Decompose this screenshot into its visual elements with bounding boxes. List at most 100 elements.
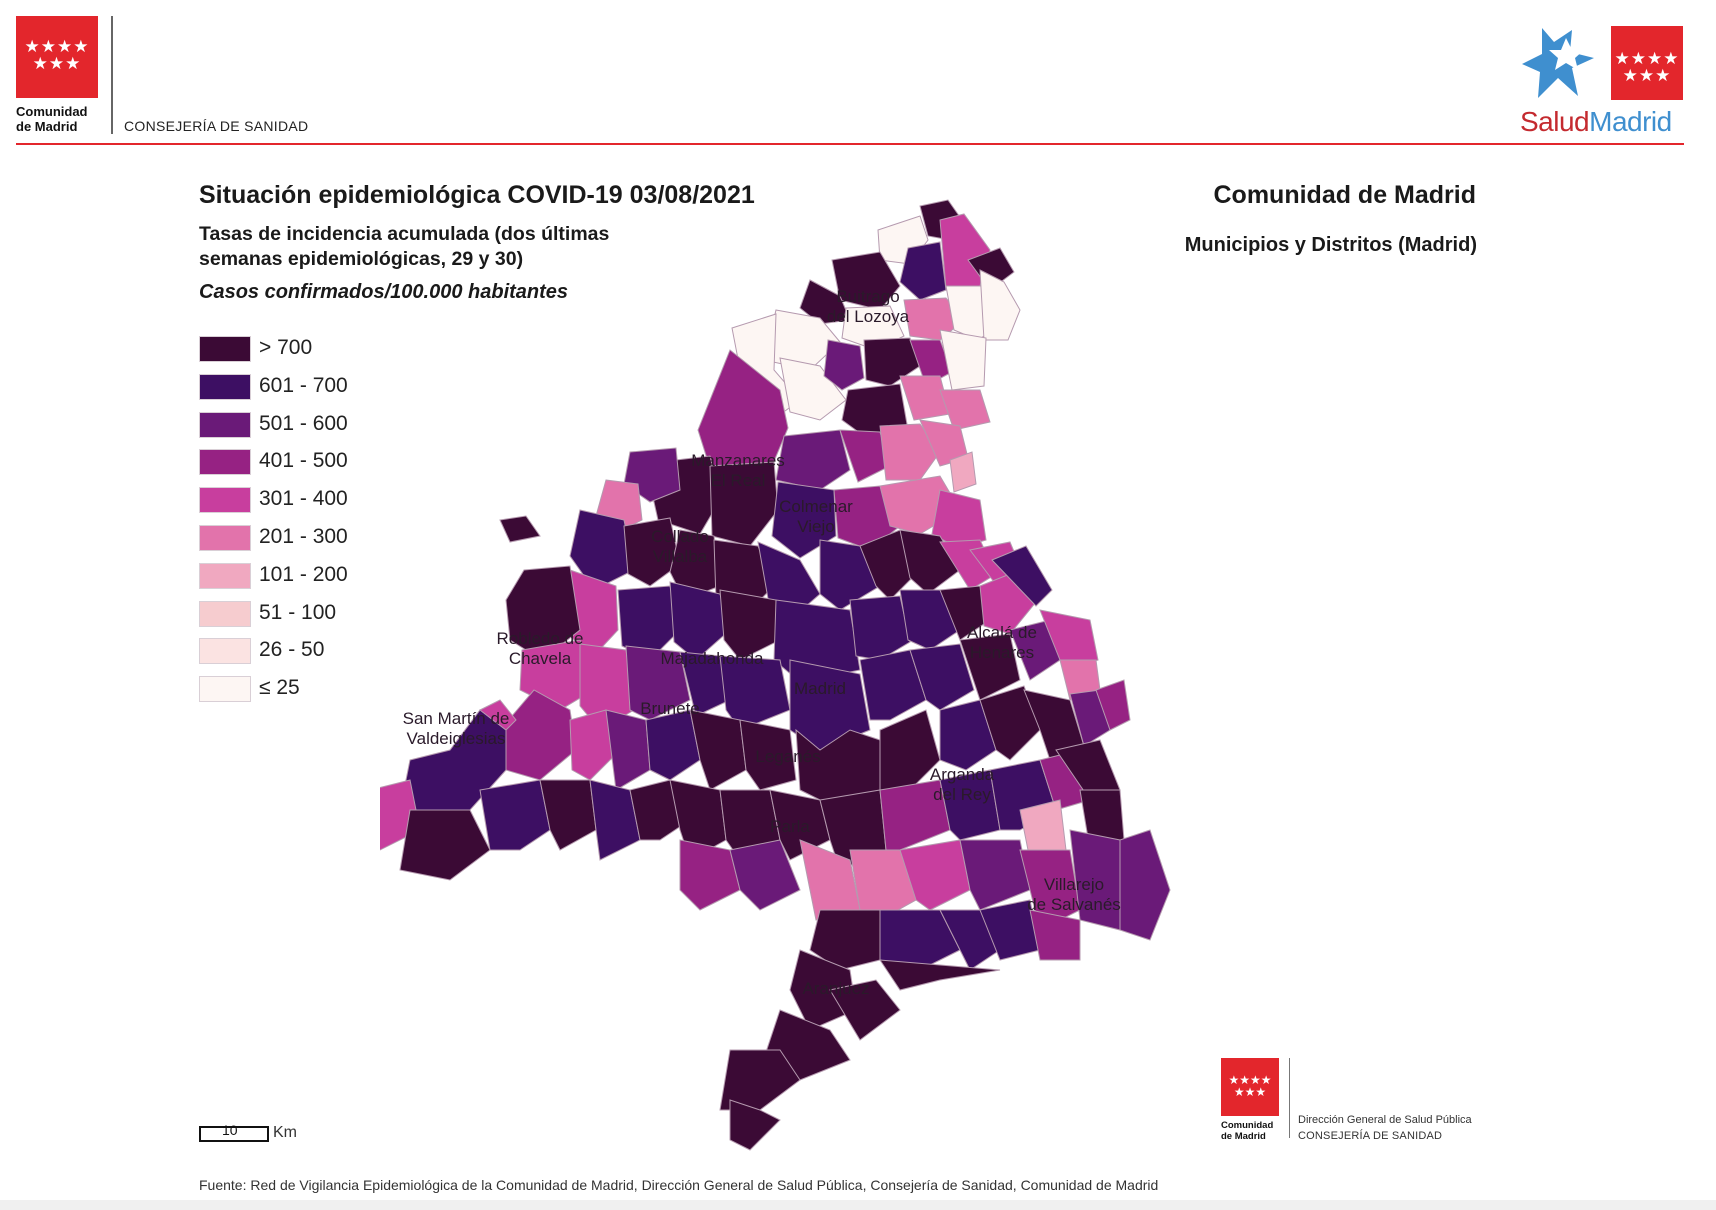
legend-label: 201 - 300: [259, 525, 348, 548]
subtitle-line2: semanas epidemiológicas, 29 y 30): [199, 248, 524, 270]
municipality-region: [949, 451, 977, 493]
municipality-region: [771, 481, 837, 559]
flag-stars: ★★★★ ★★★: [1614, 49, 1680, 85]
municipality-region: [569, 709, 621, 781]
legend-swatch: [199, 600, 251, 627]
municipality-region: [479, 699, 517, 731]
footer-divider: [1289, 1058, 1290, 1138]
municipality-region: [959, 633, 1021, 701]
municipality-region: [729, 1099, 781, 1151]
map-label: Buitrago del Lozoya: [827, 287, 910, 326]
municipality-region: [719, 1049, 801, 1111]
municipality-region: [939, 329, 987, 391]
municipality-region: [939, 389, 991, 431]
municipality-region: [959, 839, 1031, 911]
saludmadrid-wordmark: SaludMadrid: [1520, 106, 1672, 138]
legend-label: 401 - 500: [259, 449, 348, 473]
municipality-region: [645, 709, 701, 781]
saludmadrid-star-icon: [1522, 28, 1594, 98]
municipality-region: [1119, 829, 1171, 941]
legend-swatch: [199, 676, 251, 703]
municipality-region: [739, 719, 797, 791]
municipality-region: [719, 655, 791, 731]
footer-logo-line1: Comunidad: [1221, 1120, 1274, 1131]
footer-direccion: Dirección General de Salud Pública: [1298, 1114, 1472, 1126]
map-label: Brunete: [640, 699, 700, 718]
legend-item: 26 - 50: [199, 636, 399, 666]
map-label: Manzanares El Real: [691, 451, 785, 490]
wordmark-salud: Salud: [1520, 106, 1590, 137]
map-label: Villarejo de Salvanés: [1027, 875, 1121, 914]
logo-text-line2: de Madrid: [16, 119, 78, 134]
legend-item: 51 - 100: [199, 599, 399, 629]
footer-logo: ★★★★ ★★★: [1221, 1058, 1279, 1116]
municipality-region: [539, 779, 597, 851]
source-note: Fuente: Red de Vigilancia Epidemiológica…: [199, 1177, 1159, 1193]
legend-item: ≤ 25: [199, 674, 399, 704]
municipality-region: [679, 839, 741, 911]
municipality-region: [991, 545, 1053, 607]
municipality-region: [709, 461, 779, 547]
saludmadrid-red-flag: ★★★★ ★★★: [1611, 26, 1683, 100]
map-label: Collado Villalba: [651, 527, 709, 566]
municipality-region: [1095, 679, 1131, 731]
municipality-region: [789, 949, 857, 1031]
municipality-region: [669, 581, 731, 661]
scale-unit: Km: [273, 1124, 297, 1141]
footer-logo-text: Comunidad de Madrid: [1221, 1120, 1273, 1142]
map-label: Madrid: [794, 679, 846, 698]
municipality-region: [831, 251, 901, 311]
municipality-region: [1029, 909, 1081, 961]
municipality-region: [399, 809, 491, 881]
legend-swatch: [199, 487, 251, 514]
municipality-region: [909, 643, 975, 711]
municipality-region: [479, 779, 551, 851]
municipality-region: [899, 589, 961, 651]
choropleth-map: Buitrago del Lozoya Manzanares El Real Colme…: [380, 199, 1171, 1151]
municipality-region: [719, 589, 781, 661]
bottom-band: [0, 1200, 1716, 1210]
map-label: Parla: [770, 817, 810, 836]
municipality-region: [939, 769, 1001, 841]
wordmark-madrid: Madrid: [1589, 106, 1672, 137]
legend-item: 501 - 600: [199, 410, 399, 440]
legend-swatch: [199, 411, 251, 438]
legend-label: 301 - 400: [259, 487, 348, 511]
header-rule: [16, 143, 1684, 145]
municipality-region: [809, 909, 881, 971]
subtitle: Tasas de incidencia acumulada (dos últim…: [199, 222, 719, 272]
municipality-region: [829, 979, 901, 1041]
municipality-region: [799, 279, 851, 325]
municipality-region: [499, 515, 541, 543]
municipality-region: [623, 517, 681, 587]
logo-text-line1: Comunidad: [16, 104, 88, 119]
municipality-region: [879, 959, 1001, 991]
municipality-region: [939, 699, 997, 771]
municipality-region: [879, 423, 941, 481]
footer-logo-line2: de Madrid: [1221, 1131, 1266, 1142]
municipality-region: [849, 595, 911, 661]
legend-swatch: [199, 638, 251, 665]
map-label: Arganda del Rey: [930, 765, 995, 804]
municipality-region: [775, 429, 851, 491]
municipality-region: [779, 357, 847, 421]
legend-swatch: [199, 562, 251, 589]
comunidad-madrid-logo: ★★★★ ★★★: [16, 16, 98, 98]
municipality-region: [979, 685, 1041, 761]
legend-label: > 700: [259, 336, 313, 359]
map-label: Aranjuez: [802, 979, 869, 998]
map-label: Majadahonda: [660, 649, 764, 668]
municipality-region: [617, 585, 681, 661]
legend-label: 26 - 50: [259, 638, 325, 662]
map-label: Leganés: [755, 747, 820, 766]
municipality-region: [879, 779, 951, 851]
region-title: Comunidad de Madrid: [1213, 181, 1477, 209]
legend-label: 51 - 100: [259, 600, 337, 624]
municipality-region: [589, 779, 641, 861]
municipality-region: [903, 297, 965, 341]
map-label: Alcalá de Henares: [967, 623, 1037, 662]
logo-stars: ★★★★ ★★★: [24, 37, 90, 73]
municipality-region: [979, 269, 1021, 341]
region-subtitle: Municipios y Distritos (Madrid): [1184, 234, 1477, 256]
units-subtitle: Casos confirmados/100.000 habitantes: [199, 281, 569, 303]
